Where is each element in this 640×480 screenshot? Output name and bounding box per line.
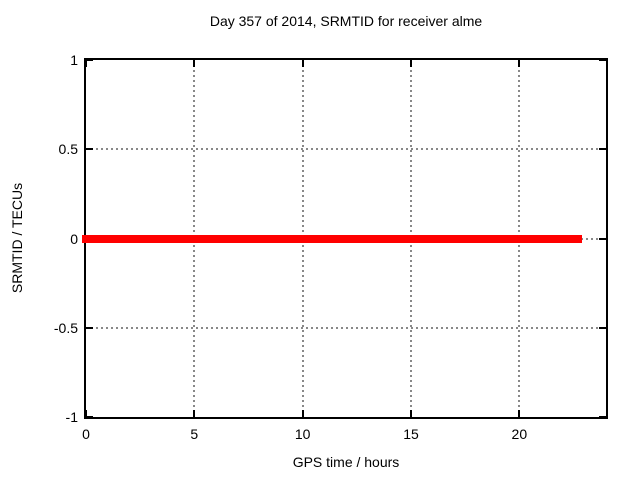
tick-mark	[86, 326, 93, 329]
y-tick-label: 0.5	[58, 141, 78, 158]
gridline-horizontal	[86, 326, 606, 329]
data-line-srmtid	[82, 234, 583, 243]
tick-mark	[86, 59, 93, 61]
tick-mark	[193, 60, 196, 67]
x-axis-label: GPS time / hours	[292, 454, 400, 470]
tick-mark	[410, 60, 412, 67]
chart-title: Day 357 of 2014, SRMTID for receiver alm…	[209, 13, 483, 29]
x-tick-label: 15	[403, 426, 419, 442]
tick-mark	[86, 148, 93, 151]
tick-mark	[86, 416, 93, 418]
tick-mark	[599, 59, 606, 61]
tick-mark	[85, 60, 87, 67]
x-tick-label: 5	[190, 426, 199, 442]
y-tick-label: 0	[70, 230, 78, 247]
tick-mark	[518, 60, 521, 67]
tick-mark	[599, 326, 606, 329]
y-tick-label: -1	[65, 409, 78, 425]
tick-mark	[518, 410, 521, 417]
x-tick-label: 20	[511, 426, 528, 442]
tick-mark	[599, 148, 606, 151]
tick-mark	[193, 410, 196, 417]
tick-mark	[599, 237, 606, 240]
tick-mark	[301, 60, 304, 67]
x-tick-label: 10	[294, 426, 311, 442]
gridline-horizontal	[86, 148, 606, 151]
tick-mark	[85, 410, 87, 417]
tick-mark	[301, 410, 304, 417]
tick-mark	[410, 410, 412, 417]
tick-mark	[599, 416, 606, 418]
y-tick-label: 1	[70, 52, 78, 68]
plot-area	[82, 58, 608, 419]
y-tick-label: -0.5	[53, 319, 78, 336]
x-tick-label: 0	[82, 426, 90, 442]
